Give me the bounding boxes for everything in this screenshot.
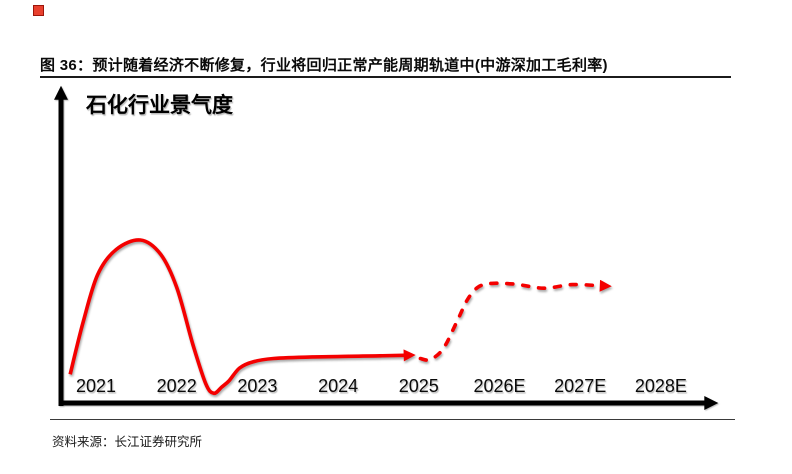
- x-tick-label: 2025: [398, 376, 439, 396]
- forecast_dashed-curve: [418, 279, 612, 362]
- caption-underline: [40, 76, 731, 78]
- y-axis-title: 石化行业景气度: [86, 94, 233, 117]
- figure-caption: 图 36：预计随着经济不断修复，行业将回归正常产能周期轨道中(中游深加工毛利率): [40, 57, 608, 74]
- x-tick-label: 2027E: [554, 376, 607, 396]
- source-divider: [50, 419, 735, 420]
- red-corner-marker: [33, 5, 44, 16]
- trend-curves: [68, 238, 612, 396]
- x-tick-label: 2022: [156, 376, 197, 396]
- x-tick-label: 2023: [237, 376, 278, 396]
- x-tick-label: 2028E: [634, 376, 687, 396]
- source-note: 资料来源：长江证券研究所: [52, 435, 203, 449]
- x-tick-label: 2026E: [473, 376, 526, 396]
- history_solid-curve: [68, 238, 416, 396]
- x-tick-label: 2024: [318, 376, 359, 396]
- x-tick-label: 2021: [75, 376, 117, 396]
